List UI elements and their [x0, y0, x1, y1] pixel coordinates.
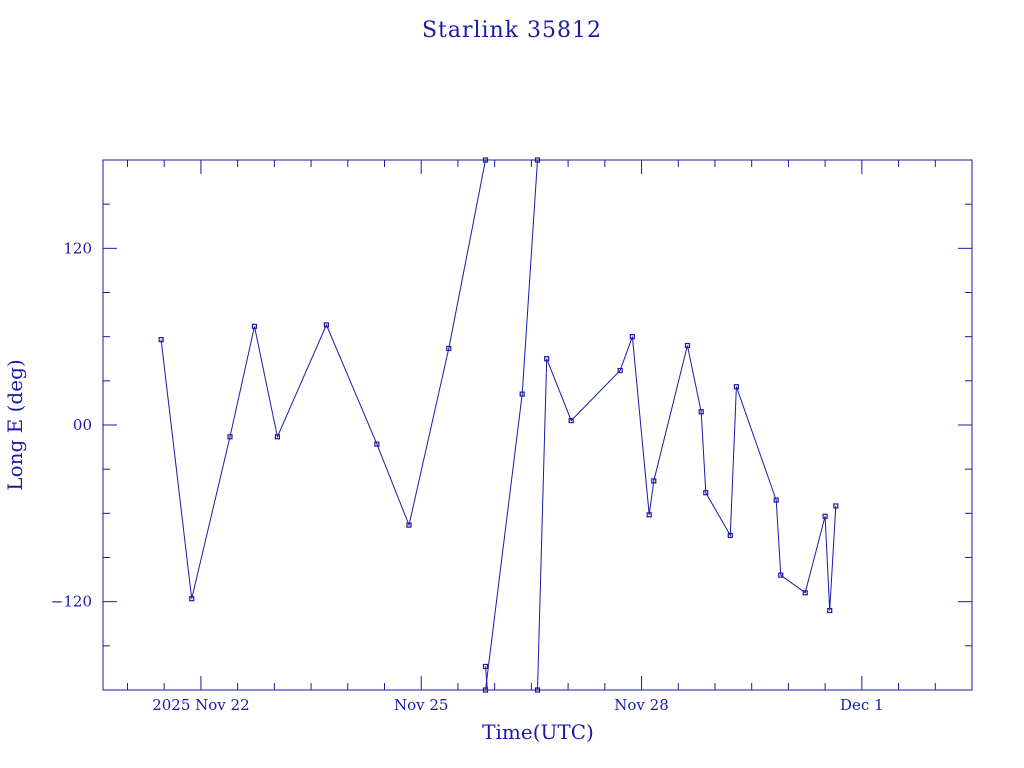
data-point	[703, 490, 709, 496]
series-line	[485, 159, 538, 691]
chart-title: Starlink 35812	[422, 18, 602, 43]
data-point	[374, 441, 380, 447]
data-point	[822, 513, 828, 519]
data-point	[646, 512, 652, 518]
data-point	[544, 356, 550, 362]
x-axis-label: Time(UTC)	[482, 720, 594, 744]
series-line	[160, 159, 486, 599]
x-tick-label: Dec 1	[840, 696, 884, 714]
data-point	[833, 503, 839, 509]
x-tick-label: Nov 28	[614, 696, 669, 714]
data-point	[778, 572, 784, 578]
data-point	[733, 384, 739, 390]
data-point	[519, 391, 525, 397]
data-point	[827, 607, 833, 614]
data-point	[568, 417, 574, 424]
data-point	[802, 590, 808, 596]
series-line	[484, 666, 488, 691]
data-point	[406, 522, 412, 528]
tick-labels: 2025 Nov 22 Nov 25 Nov 28 Dec 1 120 00 −120	[51, 239, 884, 714]
axis-ticks	[103, 159, 973, 691]
data-point	[684, 342, 691, 349]
y-tick-label: −120	[51, 593, 92, 611]
data-point	[482, 157, 489, 163]
x-tick-label: Nov 25	[394, 696, 449, 714]
data-point	[534, 157, 541, 163]
data-point	[534, 687, 541, 693]
data-point	[227, 434, 233, 440]
data-point	[323, 322, 329, 328]
data-series	[158, 157, 839, 693]
y-axis-label: Long E (deg)	[3, 359, 27, 490]
data-point	[189, 596, 195, 602]
data-point	[773, 497, 779, 503]
series-line	[537, 336, 837, 691]
data-point	[617, 367, 623, 374]
data-point	[158, 337, 164, 343]
y-tick-label: 00	[73, 416, 92, 434]
y-tick-label: 120	[63, 239, 92, 257]
data-point	[651, 478, 657, 484]
data-point	[698, 409, 704, 415]
x-tick-label: 2025 Nov 22	[152, 696, 249, 714]
plot-frame	[102, 159, 973, 691]
data-point	[446, 345, 452, 352]
data-point	[274, 434, 281, 440]
data-point	[251, 323, 258, 329]
data-point	[482, 663, 489, 670]
data-point	[629, 334, 635, 340]
data-point	[727, 532, 733, 539]
